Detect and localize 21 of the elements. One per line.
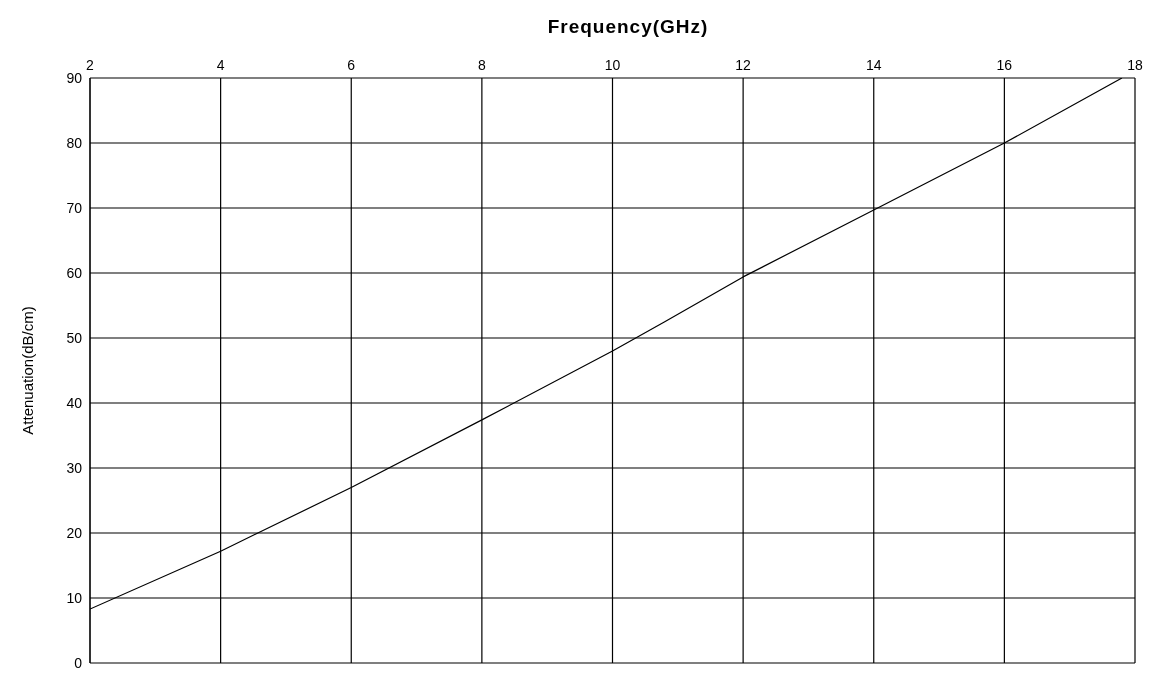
x-tick-label: 10 xyxy=(604,57,621,73)
y-tick-label: 90 xyxy=(66,69,83,86)
y-tick-label: 80 xyxy=(66,134,83,151)
x-tick-label: 2 xyxy=(86,57,95,73)
x-axis-title: Frequency(GHz) xyxy=(546,16,710,38)
y-axis-title: Attenuation(dB/cm) xyxy=(19,306,37,435)
x-tick-label: 18 xyxy=(1127,57,1143,73)
y-tick-label: 50 xyxy=(66,329,83,346)
y-tick-label: 60 xyxy=(66,264,83,281)
y-tick-label: 20 xyxy=(66,524,83,541)
y-tick-label: 70 xyxy=(66,199,83,216)
y-tick-label: 40 xyxy=(66,394,83,411)
x-tick-label: 8 xyxy=(477,57,486,73)
x-tick-label: 16 xyxy=(996,57,1013,73)
y-tick-label: 0 xyxy=(74,654,83,671)
x-tick-label: 6 xyxy=(347,57,356,73)
x-tick-label: 14 xyxy=(865,57,882,73)
y-tick-label: 30 xyxy=(66,459,83,476)
x-tick-label: 4 xyxy=(216,57,225,73)
x-tick-label: 12 xyxy=(735,57,752,73)
y-tick-label: 10 xyxy=(66,589,83,606)
